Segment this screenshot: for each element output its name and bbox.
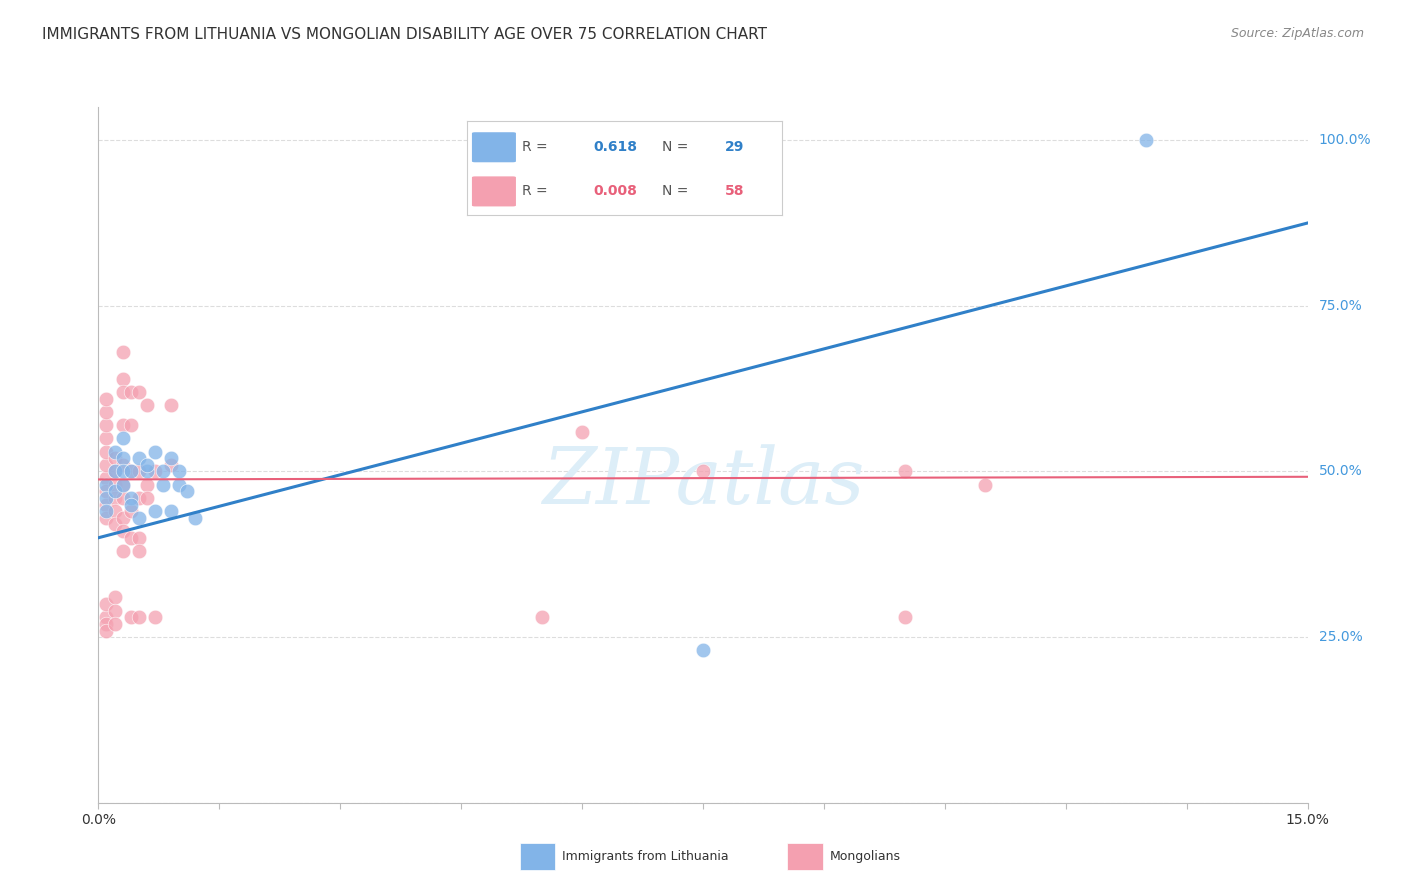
Point	[893, 610, 915, 624]
Point	[111, 384, 134, 399]
Point	[103, 484, 125, 499]
Point	[893, 465, 915, 479]
Point	[120, 465, 142, 479]
Point	[96, 431, 118, 445]
Point	[103, 465, 125, 479]
Point	[103, 604, 125, 618]
Point	[103, 504, 125, 518]
Point	[111, 431, 134, 445]
Point	[143, 465, 166, 479]
Point	[111, 477, 134, 491]
Point	[111, 544, 134, 558]
Point	[96, 491, 118, 505]
Point	[167, 477, 190, 491]
Text: 100.0%: 100.0%	[1319, 133, 1371, 147]
Point	[111, 511, 134, 525]
Point	[128, 451, 150, 466]
Point	[96, 624, 118, 638]
Point	[111, 491, 134, 505]
Point	[571, 425, 593, 439]
Point	[96, 418, 118, 433]
Point	[96, 471, 118, 485]
Point	[128, 610, 150, 624]
Point	[120, 531, 142, 545]
Point	[143, 444, 166, 458]
Point	[96, 458, 118, 472]
Text: Mongolians: Mongolians	[830, 850, 900, 863]
Point	[135, 491, 157, 505]
Point	[135, 465, 157, 479]
Point	[103, 517, 125, 532]
Point	[128, 544, 150, 558]
Point	[96, 484, 118, 499]
Point	[120, 504, 142, 518]
Point	[120, 465, 142, 479]
Point	[96, 616, 118, 631]
Point	[96, 405, 118, 419]
Point	[160, 458, 183, 472]
Text: 25.0%: 25.0%	[1319, 630, 1362, 644]
Point	[103, 616, 125, 631]
Point	[135, 458, 157, 472]
Point	[143, 610, 166, 624]
Point	[120, 498, 142, 512]
Point	[103, 491, 125, 505]
Point	[160, 451, 183, 466]
Point	[160, 504, 183, 518]
Point	[167, 465, 190, 479]
Point	[96, 610, 118, 624]
Point	[530, 610, 553, 624]
Point	[103, 591, 125, 605]
Point	[135, 398, 157, 412]
Point	[103, 451, 125, 466]
Point	[111, 345, 134, 359]
Point	[692, 643, 714, 657]
Point	[128, 465, 150, 479]
Point	[96, 597, 118, 611]
Point	[96, 444, 118, 458]
Point	[135, 477, 157, 491]
Point	[111, 372, 134, 386]
Point	[96, 498, 118, 512]
Text: ZIPatlas: ZIPatlas	[541, 444, 865, 521]
Text: 75.0%: 75.0%	[1319, 299, 1362, 313]
Point	[96, 392, 118, 406]
Point	[111, 477, 134, 491]
Point	[1135, 133, 1157, 147]
Point	[176, 484, 198, 499]
Point	[128, 531, 150, 545]
Point	[128, 511, 150, 525]
Text: Immigrants from Lithuania: Immigrants from Lithuania	[562, 850, 730, 863]
Point	[143, 504, 166, 518]
Point	[160, 398, 183, 412]
Point	[111, 524, 134, 538]
Point	[96, 511, 118, 525]
Point	[974, 477, 997, 491]
Text: Source: ZipAtlas.com: Source: ZipAtlas.com	[1230, 27, 1364, 40]
Point	[152, 477, 174, 491]
Point	[111, 458, 134, 472]
Point	[120, 610, 142, 624]
Point	[120, 418, 142, 433]
Point	[120, 384, 142, 399]
Point	[111, 451, 134, 466]
Point	[120, 491, 142, 505]
Text: 50.0%: 50.0%	[1319, 465, 1362, 478]
Point	[184, 511, 207, 525]
Point	[103, 477, 125, 491]
Point	[103, 465, 125, 479]
Point	[111, 418, 134, 433]
Point	[103, 444, 125, 458]
Point	[692, 465, 714, 479]
Point	[111, 465, 134, 479]
Point	[128, 491, 150, 505]
Point	[96, 477, 118, 491]
Point	[152, 465, 174, 479]
Point	[128, 384, 150, 399]
Point	[96, 504, 118, 518]
Text: IMMIGRANTS FROM LITHUANIA VS MONGOLIAN DISABILITY AGE OVER 75 CORRELATION CHART: IMMIGRANTS FROM LITHUANIA VS MONGOLIAN D…	[42, 27, 768, 42]
